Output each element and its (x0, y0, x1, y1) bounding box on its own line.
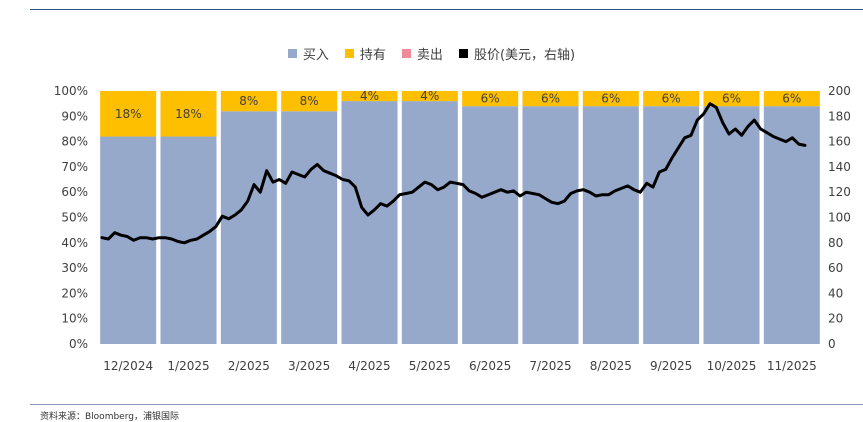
bar-0-7 (522, 106, 579, 345)
legend-swatch-buy (287, 49, 297, 58)
y-right-tick-8: 160 (828, 135, 851, 149)
legend-swatch-hold (344, 49, 354, 58)
y-left-tick-6: 60% (61, 185, 88, 199)
bar-0-11 (763, 106, 820, 345)
bar-1-3 (281, 91, 338, 112)
bar-1-10 (703, 91, 760, 107)
price-line (100, 102, 807, 245)
bar-1-1 (160, 91, 217, 137)
y-left-tick-2: 20% (61, 286, 88, 300)
y-right-tick-0: 0 (828, 337, 836, 351)
bar-0-8 (582, 106, 639, 345)
bar-label-1-2: 8% (239, 94, 258, 108)
x-tick-label-11: 11/2025 (767, 359, 817, 373)
bar-label-1-7: 6% (541, 92, 560, 106)
x-tick-label-3: 3/2025 (288, 359, 330, 373)
bar-0-0 (100, 136, 157, 344)
bar-label-1-3: 8% (300, 94, 319, 108)
legend-item-hold: 持有 (344, 44, 386, 63)
bar-label-1-9: 6% (662, 92, 681, 106)
bar-label-1-6: 6% (481, 92, 500, 106)
x-tick-label-9: 9/2025 (650, 359, 692, 373)
bar-1-7 (522, 91, 579, 107)
y-right-tick-10: 200 (828, 84, 851, 98)
y-right-tick-3: 60 (828, 261, 843, 275)
x-tick-label-10: 10/2025 (707, 359, 757, 373)
bar-0-4 (341, 101, 398, 345)
y-left-tick-10: 100% (54, 84, 88, 98)
bar-1-0 (100, 91, 157, 137)
bar-label-1-5: 4% (420, 89, 439, 103)
legend-item-price: 股价(美元，右轴) (458, 44, 576, 63)
y-left-tick-0: 0% (69, 337, 88, 351)
x-tick-label-6: 6/2025 (469, 359, 511, 373)
bar-1-6 (462, 91, 519, 107)
x-tick-label-1: 1/2025 (167, 359, 209, 373)
bar-0-6 (462, 106, 519, 345)
bar-0-2 (220, 111, 277, 345)
x-tick-label-5: 5/2025 (409, 359, 451, 373)
legend-label-hold: 持有 (359, 48, 386, 63)
y-left-tick-8: 80% (61, 135, 88, 149)
x-tick-label-2: 2/2025 (228, 359, 270, 373)
legend-label-sell: 卖出 (416, 48, 443, 63)
legend-label-buy: 买入 (302, 48, 329, 63)
y-left-tick-7: 70% (61, 160, 88, 174)
bar-0-5 (401, 101, 458, 345)
bar-label-1-0: 18% (115, 107, 142, 121)
legend-swatch-sell (401, 49, 411, 58)
bar-label-1-11: 6% (782, 92, 801, 106)
bar-0-10 (703, 106, 760, 345)
y-left-tick-4: 40% (61, 236, 88, 250)
bar-label-1-4: 4% (360, 89, 379, 103)
bar-1-11 (763, 91, 820, 107)
x-tick-label-4: 4/2025 (348, 359, 390, 373)
y-left-tick-5: 50% (61, 211, 88, 225)
bar-labels-layer: 18% 18% 8% 8% 4% 4% 6% 6% 6% 6% 6% 6% (115, 89, 802, 121)
bar-label-1-8: 6% (601, 92, 620, 106)
x-tick-label-0: 12/2024 (103, 359, 153, 373)
axes-layer: 12/2024 1/2025 2/2025 3/2025 4/2025 5/2025 6/2… (54, 84, 851, 373)
bar-1-8 (582, 91, 639, 107)
legend-item-buy: 买入 (287, 44, 329, 63)
source-note: 资料来源：Bloomberg，浦银国际 (40, 412, 179, 422)
legend-swatch-price (458, 49, 468, 58)
bar-0-3 (281, 111, 338, 345)
y-right-tick-9: 180 (828, 109, 851, 123)
price-line-layer (100, 102, 807, 245)
y-right-tick-5: 100 (828, 211, 851, 225)
y-left-tick-1: 10% (61, 312, 88, 326)
bar-label-1-1: 18% (175, 107, 202, 121)
legend-label-price: 股价(美元，右轴) (473, 48, 576, 63)
y-left-tick-3: 30% (61, 261, 88, 275)
top-rule (30, 9, 863, 10)
bar-1-5 (401, 91, 458, 102)
legend: 买入 持有 卖出 股价(美元，右轴) (0, 44, 863, 63)
y-right-tick-1: 20 (828, 312, 843, 326)
bottom-rule (30, 404, 863, 405)
bar-1-9 (643, 91, 700, 107)
bar-1-2 (220, 91, 277, 112)
legend-item-sell: 卖出 (401, 44, 443, 63)
y-right-tick-4: 80 (828, 236, 843, 250)
bar-label-1-10: 6% (722, 92, 741, 106)
y-left-tick-9: 90% (61, 109, 88, 123)
y-right-tick-2: 40 (828, 286, 843, 300)
x-tick-label-7: 7/2025 (529, 359, 571, 373)
bars-layer (100, 91, 820, 345)
y-right-tick-7: 140 (828, 160, 851, 174)
y-right-tick-6: 120 (828, 185, 851, 199)
bar-1-4 (341, 91, 398, 102)
bar-0-9 (643, 106, 700, 345)
x-tick-label-8: 8/2025 (590, 359, 632, 373)
